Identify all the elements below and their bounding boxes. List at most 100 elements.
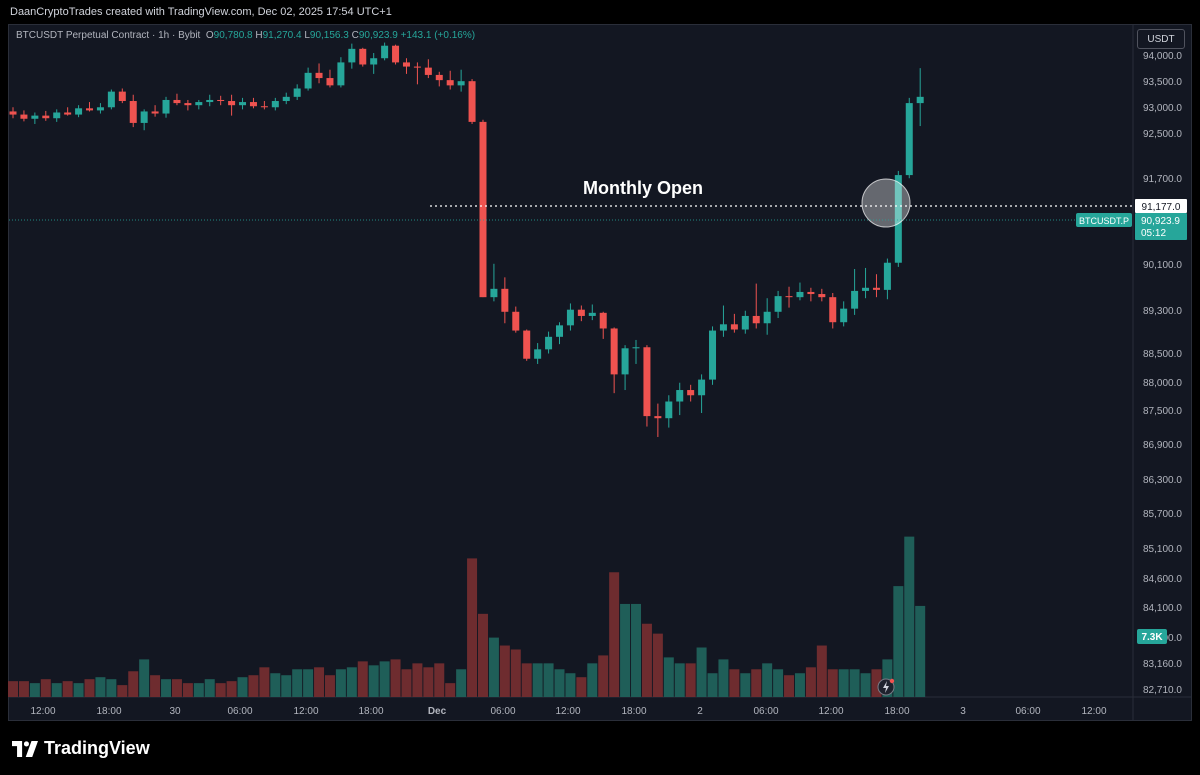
price-tick-label: 93,500.0 <box>1143 77 1182 88</box>
price-tick-label: 93,000.0 <box>1143 103 1182 114</box>
volume-bar <box>554 669 565 697</box>
candle-body <box>654 416 662 419</box>
open-key: O <box>205 30 214 41</box>
candle-body <box>446 80 454 86</box>
symbol-tag-label: BTCUSDT.P <box>1079 216 1129 226</box>
volume-bar <box>150 675 161 697</box>
monthly-open-price-tag <box>1135 199 1187 213</box>
candle-body <box>402 62 410 67</box>
candle-body <box>599 312 607 329</box>
candle-body <box>785 296 793 298</box>
volume-bar <box>204 679 215 697</box>
volume-bar <box>543 663 554 697</box>
time-tick-label: 18:00 <box>358 706 383 717</box>
candle-body <box>566 309 574 326</box>
close-key: C <box>351 30 359 41</box>
low-value: 90,156.3 <box>309 30 349 41</box>
volume-bar <box>434 663 445 697</box>
candle-body <box>195 102 203 106</box>
candle-countdown-label: 05:12 <box>1141 228 1166 239</box>
volume-bar <box>598 655 609 697</box>
candle-body <box>413 66 421 68</box>
volume-bar <box>226 681 237 697</box>
last-price-tag <box>1135 213 1187 240</box>
price-tick-label: 88,500.0 <box>1143 349 1182 360</box>
price-tick-label: 82,710.0 <box>1143 685 1182 696</box>
candle-body <box>162 99 170 114</box>
candle-body <box>107 91 115 108</box>
candle-body <box>75 108 83 115</box>
candle-body <box>763 311 771 324</box>
volume-bar <box>237 677 248 697</box>
time-tick-label: 3 <box>960 706 966 717</box>
volume-bar <box>73 683 84 697</box>
candle-body <box>840 308 848 323</box>
candle-body <box>129 101 137 123</box>
candle-body <box>282 96 290 102</box>
high-key: H <box>255 30 263 41</box>
volume-bar <box>674 663 685 697</box>
volume-bar <box>259 667 270 697</box>
open-value: 90,780.8 <box>213 30 253 41</box>
candle-body <box>490 288 498 298</box>
candle-body <box>9 111 17 115</box>
candle-body <box>665 401 673 419</box>
volume-bar <box>335 669 346 697</box>
volume-bar <box>8 681 18 697</box>
volume-bar <box>161 679 172 697</box>
monthly-open-annotation: Monthly Open <box>583 178 703 198</box>
volume-bar <box>882 659 893 697</box>
volume-bar <box>871 669 882 697</box>
volume-bar <box>740 673 751 697</box>
volume-bar <box>609 572 620 697</box>
volume-bar <box>412 663 423 697</box>
volume-bar <box>784 675 795 697</box>
volume-bar <box>521 663 532 697</box>
volume-bar <box>303 669 314 697</box>
candle-body <box>588 312 596 316</box>
time-tick-label: 12:00 <box>818 706 843 717</box>
candle-body <box>42 115 50 119</box>
candle-body <box>381 45 389 59</box>
price-tick-label: 84,600.0 <box>1143 574 1182 585</box>
lightning-icon <box>883 681 889 693</box>
candle-body <box>31 115 39 119</box>
volume-bar <box>827 669 838 697</box>
volume-bar <box>729 669 740 697</box>
volume-bar <box>838 669 849 697</box>
volume-bar <box>499 645 510 697</box>
candle-body <box>818 294 826 298</box>
notification-dot-icon <box>889 678 895 684</box>
volume-bar <box>401 669 412 697</box>
volume-bar <box>95 677 106 697</box>
candle-body <box>457 81 465 86</box>
volume-bar <box>29 683 40 697</box>
candle-body <box>577 309 585 316</box>
high-value: 91,270.4 <box>262 30 302 41</box>
candle-body <box>851 290 859 309</box>
candle-body <box>643 347 651 417</box>
currency-button[interactable]: USDT <box>1137 29 1185 49</box>
time-tick-label: 2 <box>697 706 703 717</box>
candle-body <box>523 330 531 359</box>
time-tick-label: 18:00 <box>884 706 909 717</box>
chart-pane[interactable] <box>8 24 1192 721</box>
candle-body <box>916 96 924 104</box>
volume-bar <box>488 637 499 697</box>
time-tick-label: 06:00 <box>1015 706 1040 717</box>
candle-body <box>53 112 61 119</box>
volume-bar <box>816 645 827 697</box>
volume-bar <box>773 669 784 697</box>
volume-bar <box>423 667 434 697</box>
tradingview-brand: TradingView <box>12 738 150 759</box>
candle-body <box>687 390 695 396</box>
volume-bar <box>314 667 325 697</box>
candle-body <box>228 101 236 106</box>
volume-tag <box>1137 629 1167 644</box>
candle-body <box>20 114 28 119</box>
volume-bar <box>751 669 762 697</box>
candle-body <box>807 291 815 295</box>
volume-bar <box>84 679 95 697</box>
volume-bar <box>106 679 117 697</box>
